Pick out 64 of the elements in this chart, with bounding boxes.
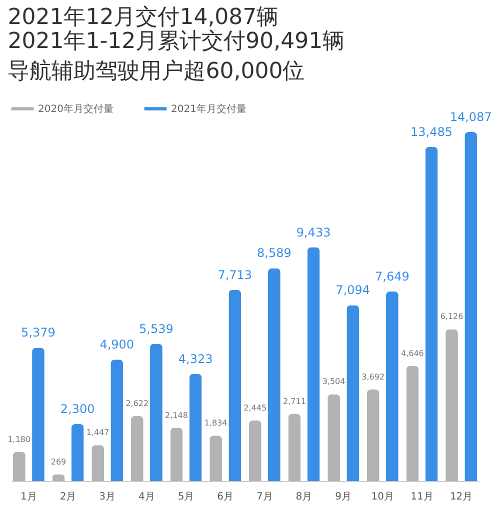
data-label: 2,300 bbox=[60, 402, 95, 416]
x-tick-label: 10月 bbox=[371, 492, 394, 502]
x-tick-label: 1月 bbox=[20, 492, 37, 502]
x-tick-label: 12月 bbox=[450, 492, 473, 502]
x-tick-label: 3月 bbox=[99, 492, 116, 502]
chart-title: 2021年12月交付14,087辆 bbox=[8, 5, 279, 30]
data-label: 6,126 bbox=[440, 312, 464, 322]
x-tick-label: 6月 bbox=[217, 492, 234, 502]
bar bbox=[386, 292, 398, 481]
bar bbox=[346, 305, 360, 481]
data-label: 2,445 bbox=[244, 403, 267, 412]
bar bbox=[32, 348, 44, 481]
x-tick-label: 11月 bbox=[410, 492, 434, 502]
legend-label: 2021年月交付量 bbox=[171, 102, 246, 115]
data-label: 5,379 bbox=[21, 326, 56, 340]
text: 导航辅助驾驶用户超60,000位 bbox=[8, 59, 305, 84]
data-label: 3,692 bbox=[362, 372, 385, 382]
x-tick-label: 5月 bbox=[178, 492, 194, 502]
data-label: 269 bbox=[50, 457, 66, 466]
data-label: 13,485 bbox=[410, 124, 453, 139]
x-tick-label: 8月 bbox=[296, 492, 312, 502]
bar bbox=[328, 394, 340, 481]
bar bbox=[406, 366, 419, 481]
data-label: 14,087 bbox=[450, 110, 492, 124]
data-label: 4,646 bbox=[400, 348, 424, 358]
legend-label: 2020年月交付量 bbox=[38, 102, 114, 115]
data-label: 2,148 bbox=[165, 410, 188, 420]
bar bbox=[366, 390, 380, 481]
x-tick-label: 7月 bbox=[256, 492, 273, 502]
bar bbox=[71, 424, 84, 481]
text: 2021年1-12月累计交付90,491辆 bbox=[8, 29, 345, 54]
data-label: 1,180 bbox=[8, 434, 31, 444]
data-label: 1,447 bbox=[86, 428, 110, 438]
bar bbox=[150, 344, 162, 481]
data-label: 3,504 bbox=[322, 377, 346, 386]
data-label: 2,711 bbox=[283, 396, 306, 406]
bar bbox=[170, 428, 183, 481]
bar bbox=[189, 374, 202, 481]
x-tick-label: 2月 bbox=[60, 492, 76, 502]
bar bbox=[307, 247, 320, 481]
bar bbox=[248, 420, 262, 481]
data-label: 4,900 bbox=[100, 338, 134, 352]
bar bbox=[92, 445, 104, 481]
bar bbox=[288, 414, 301, 481]
bar bbox=[228, 290, 242, 481]
bar bbox=[110, 360, 124, 481]
bar bbox=[210, 436, 222, 481]
data-label: 7,094 bbox=[336, 283, 370, 298]
data-label: 7,649 bbox=[375, 270, 410, 284]
x-tick-label: 9月 bbox=[335, 492, 352, 502]
bar bbox=[446, 329, 458, 481]
data-label: 2,622 bbox=[126, 399, 149, 408]
data-label: 8,589 bbox=[257, 246, 292, 260]
data-label: 1,834 bbox=[204, 418, 228, 428]
bar bbox=[130, 416, 144, 481]
data-label: 7,713 bbox=[218, 268, 252, 282]
bar bbox=[268, 268, 280, 481]
bar bbox=[425, 146, 438, 481]
data-label: 5,539 bbox=[139, 322, 174, 336]
data-label: 4,323 bbox=[178, 352, 213, 366]
x-tick-label: 4月 bbox=[138, 492, 155, 502]
data-label: 9,433 bbox=[296, 225, 331, 240]
bar bbox=[12, 452, 26, 481]
bar bbox=[464, 132, 478, 481]
